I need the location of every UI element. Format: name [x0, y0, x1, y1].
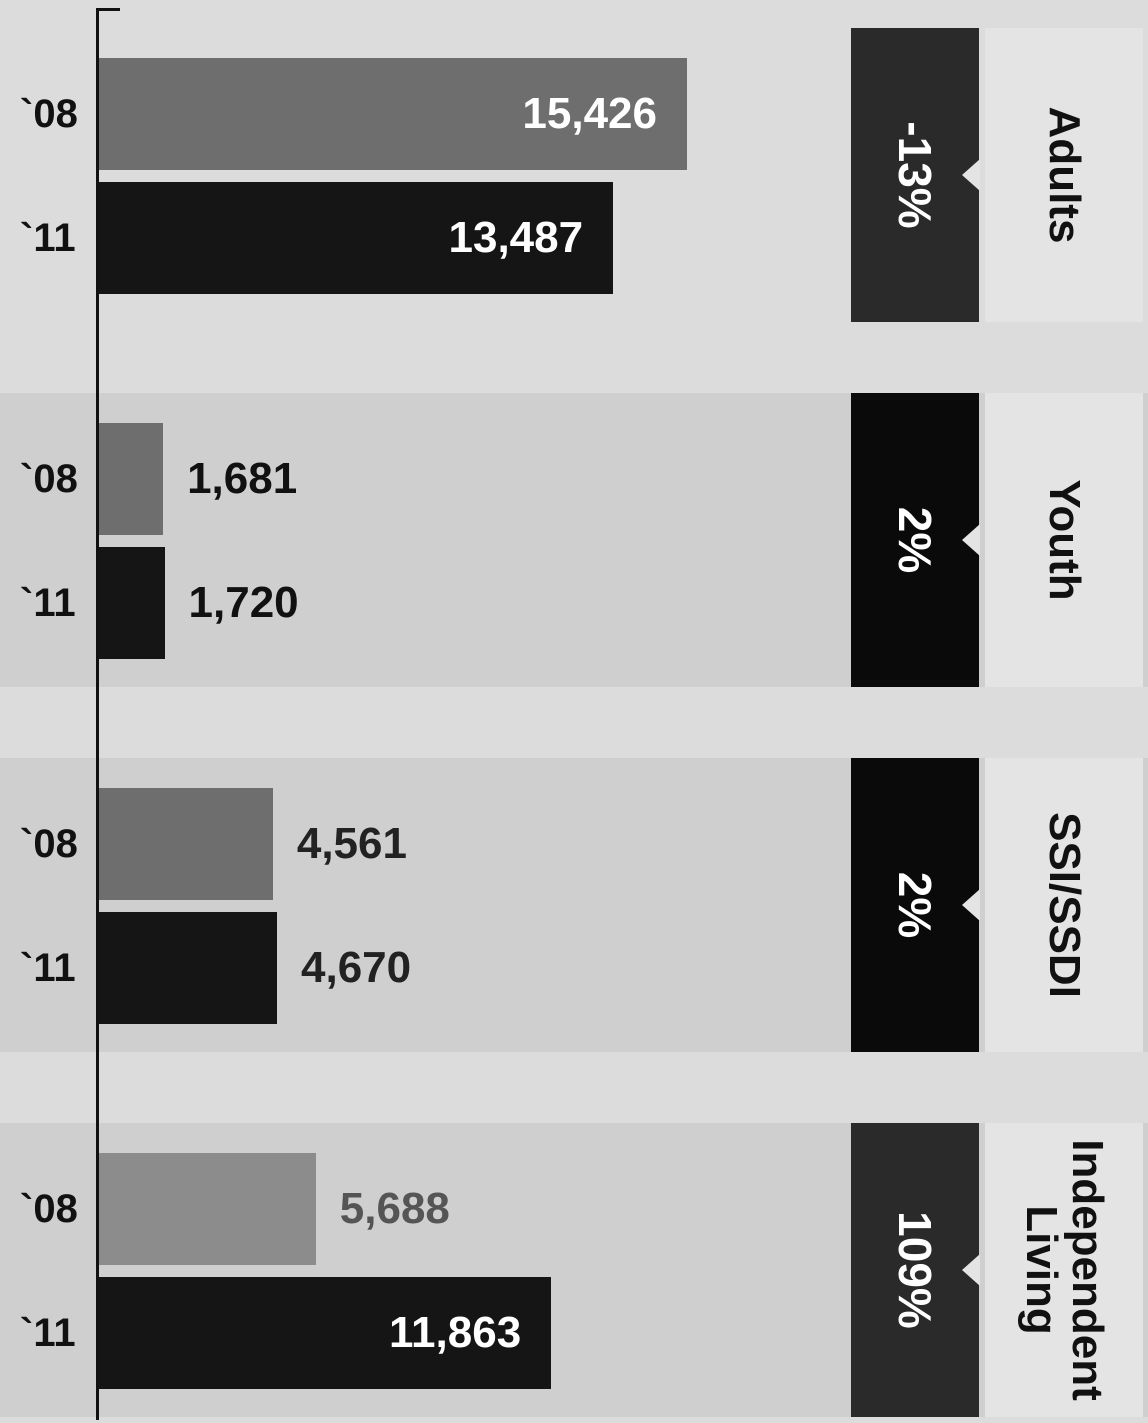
category-box: Youth: [985, 393, 1143, 687]
year-label: `08: [20, 822, 78, 866]
year-label: `08: [20, 1187, 78, 1231]
bar: [99, 423, 164, 535]
bar: [99, 182, 614, 294]
bar: [99, 912, 277, 1024]
data-label: 13,487: [448, 213, 584, 262]
data-label: 5,688: [339, 1184, 450, 1233]
y-axis-top-tick: [96, 8, 120, 11]
category-label: SSI/SSDI: [1040, 812, 1089, 998]
data-label: 1,681: [187, 454, 298, 503]
data-label: 4,561: [296, 819, 407, 868]
percent-change-box: 2%: [851, 758, 980, 1052]
percent-change-box: 109%: [851, 1123, 980, 1417]
category-box: Adults: [985, 28, 1143, 322]
bar: [99, 1277, 552, 1389]
pointer-notch: [962, 159, 980, 191]
year-label: `11: [20, 1311, 76, 1355]
year-label: `11: [20, 581, 76, 625]
bar: [99, 788, 273, 900]
category-label: Adults: [1040, 106, 1089, 244]
pointer-notch: [962, 889, 980, 921]
y-axis-line: [96, 8, 99, 1420]
percent-change-box: -13%: [851, 28, 980, 322]
percent-change-label: 2%: [889, 506, 941, 574]
data-label: 15,426: [522, 89, 657, 138]
data-label: 4,670: [301, 943, 412, 992]
percent-change-box: 2%: [851, 393, 980, 687]
category-label: Youth: [1040, 479, 1089, 601]
year-label: `08: [20, 457, 78, 501]
category-box: Independent Living: [985, 1123, 1143, 1417]
year-label: `11: [20, 216, 76, 260]
data-label: 11,863: [389, 1308, 522, 1357]
data-label: 1,720: [188, 578, 299, 627]
pointer-notch: [962, 524, 980, 556]
year-label: `08: [20, 92, 78, 136]
percent-change-label: 2%: [889, 871, 941, 939]
pointer-notch: [962, 1254, 980, 1286]
bar: [99, 547, 165, 659]
percent-change-label: 109%: [889, 1211, 941, 1329]
category-box: SSI/SSDI: [985, 758, 1143, 1052]
year-label: `11: [20, 946, 76, 990]
percent-change-label: -13%: [889, 121, 941, 229]
bar: [99, 1153, 316, 1265]
category-label: Independent Living: [1017, 1139, 1112, 1401]
bar: [99, 58, 687, 170]
